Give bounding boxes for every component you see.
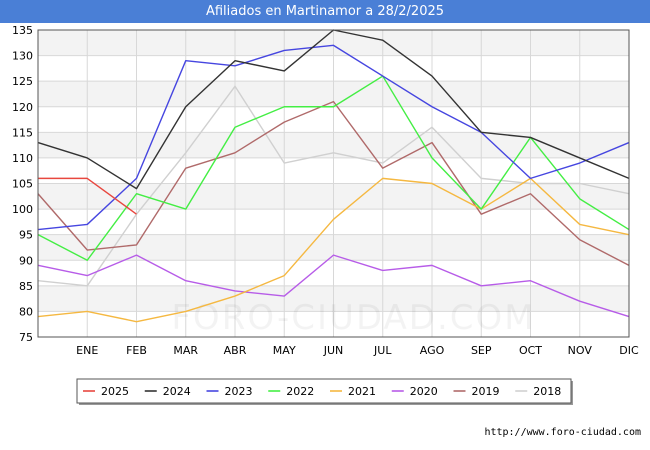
y-tick-label: 135 [12, 24, 33, 37]
legend-box [76, 378, 572, 404]
y-tick-label: 120 [12, 101, 33, 114]
legend-label-2019: 2019 [472, 385, 500, 398]
y-tick-label: 125 [12, 75, 33, 88]
y-tick-label: 80 [19, 305, 33, 318]
y-tick-label: 105 [12, 178, 33, 191]
legend-label-2022: 2022 [286, 385, 314, 398]
y-tick-label: 95 [19, 229, 33, 242]
chart-title: Afiliados en Martinamor a 28/2/2025 [205, 4, 445, 19]
footer-url: http://www.foro-ciudad.com [484, 427, 641, 438]
y-tick-label: 75 [19, 331, 33, 344]
x-tick-label: OCT [519, 344, 542, 357]
x-tick-label: FEB [126, 344, 147, 357]
x-tick-label: ENE [76, 344, 98, 357]
x-tick-label: JUN [323, 344, 344, 357]
series-line-2020 [37, 254, 630, 318]
y-tick-label: 90 [19, 254, 33, 267]
plot-border [37, 29, 630, 338]
series-line-2019 [37, 100, 630, 266]
legend-label-2023: 2023 [225, 385, 253, 398]
x-tick-label: DIC [619, 344, 639, 357]
watermark: FORO-CIUDAD.COM [171, 298, 535, 338]
series-line-2023 [37, 44, 630, 231]
x-tick-label: MAY [273, 344, 296, 357]
x-tick-label: JUL [373, 344, 392, 357]
y-tick-label: 130 [12, 50, 33, 63]
legend-label-2018: 2018 [533, 385, 561, 398]
legend-label-2021: 2021 [348, 385, 376, 398]
y-tick-label: 110 [12, 152, 33, 165]
series-line-2025 [38, 177, 137, 215]
legend-label-2025: 2025 [101, 385, 129, 398]
y-tick-label: 115 [12, 126, 33, 139]
chart-title-bar: Afiliados en Martinamor a 28/2/2025 [0, 0, 650, 23]
y-tick-label: 100 [12, 203, 33, 216]
x-tick-label: NOV [568, 344, 593, 357]
x-tick-label: MAR [173, 344, 198, 357]
x-tick-label: ABR [224, 344, 247, 357]
legend-label-2024: 2024 [163, 385, 191, 398]
y-tick-label: 85 [19, 280, 33, 293]
x-tick-label: AGO [420, 344, 445, 357]
legend-label-2020: 2020 [410, 385, 438, 398]
x-tick-label: SEP [471, 344, 492, 357]
